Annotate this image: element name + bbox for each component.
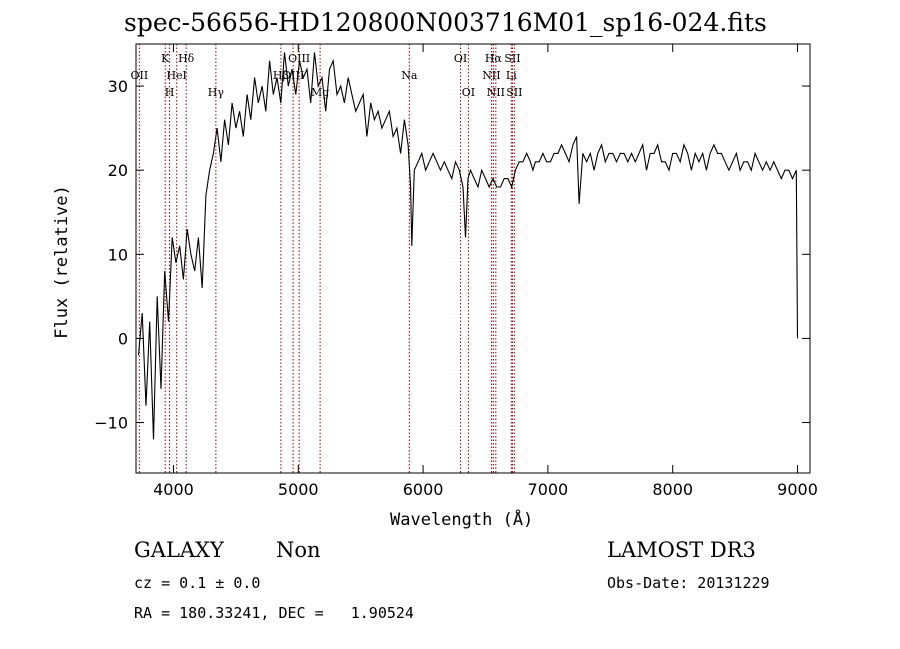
chart-title: spec-56656-HD120800N003716M01_sp16-024.f… (124, 8, 767, 37)
plot-frame (135, 43, 811, 474)
cz-text: cz = 0.1 ± 0.0 (134, 574, 261, 592)
line-marker-label: Li (506, 69, 517, 82)
obs-date-text: Obs-Date: 20131229 (607, 574, 770, 592)
x-axis-ticks: 4000 5000 6000 7000 8000 9000 (153, 44, 818, 499)
y-tick-label: 10 (108, 245, 128, 264)
x-tick-label: 9000 (777, 480, 818, 499)
y-axis-label: Flux (relative) (52, 185, 72, 339)
emission-line-markers (138, 44, 515, 473)
line-marker-label: NII (482, 69, 500, 82)
x-tick-label: 4000 (153, 480, 194, 499)
y-tick-label: 20 (108, 161, 128, 180)
spectrum-line (137, 52, 799, 440)
line-marker-label: Hδ (178, 52, 195, 65)
line-marker-label: NII (487, 86, 505, 99)
y-tick-label: 0 (118, 329, 128, 348)
line-marker-label: Hγ (208, 86, 225, 99)
subclass-label: Non (276, 538, 321, 562)
y-tick-label: −10 (94, 414, 128, 433)
line-marker-label: K (161, 52, 170, 65)
x-axis-label: Wavelength (Å) (390, 510, 534, 530)
emission-line-labels: OIIKHHeIHδHγHβOIIIOIIIMgNaOIOINIIHαNIILi… (131, 52, 523, 99)
survey-label: LAMOST DR3 (607, 538, 756, 562)
x-tick-label: 8000 (652, 480, 693, 499)
radec-text: RA = 180.33241, DEC = 1.90524 (134, 604, 414, 622)
line-marker-label: OI (462, 86, 475, 99)
class-label: GALAXY (134, 538, 224, 562)
line-marker-label: OII (131, 69, 149, 82)
line-marker-label: HeI (166, 69, 186, 82)
line-marker-label: Hα (485, 52, 503, 65)
line-marker-label: H (165, 86, 175, 99)
line-marker-label: OI (454, 52, 467, 65)
line-marker-label: Mg (311, 86, 329, 99)
line-marker-label: SII (506, 86, 522, 99)
x-tick-label: 5000 (278, 480, 319, 499)
x-tick-label: 6000 (403, 480, 444, 499)
x-tick-label: 7000 (528, 480, 569, 499)
line-marker-label: OIII (288, 52, 310, 65)
line-marker-label: SII (504, 52, 520, 65)
y-tick-label: 30 (108, 77, 128, 96)
y-axis-ticks: −10 0 10 20 30 (94, 77, 810, 433)
line-marker-label: Na (401, 69, 418, 82)
